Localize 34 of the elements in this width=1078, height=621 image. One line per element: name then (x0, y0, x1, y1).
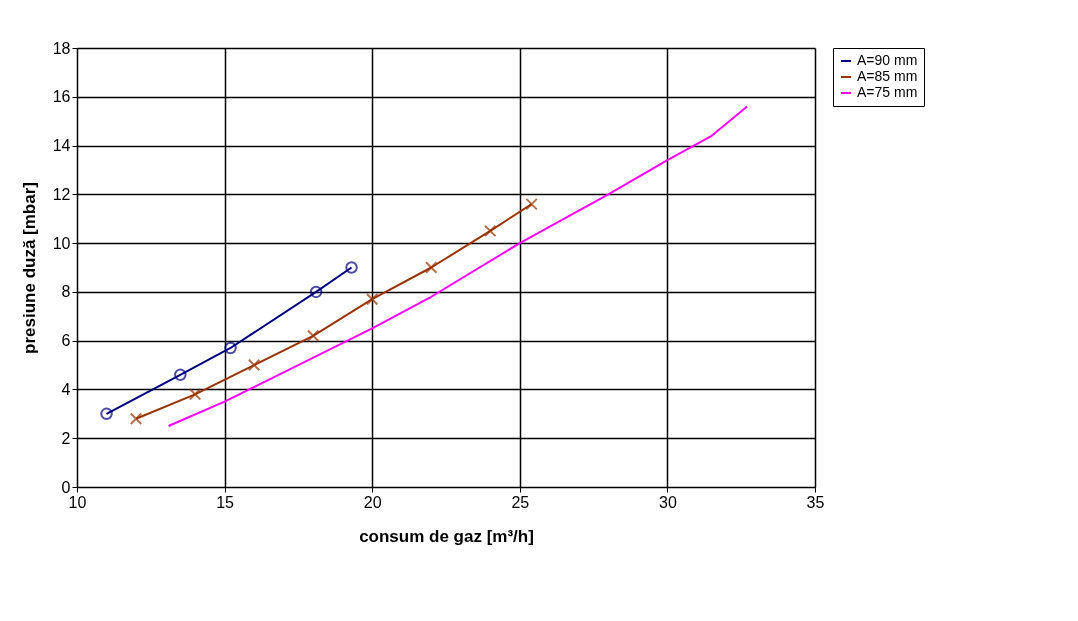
point (484, 224, 497, 238)
x-tick-label: 15 (216, 493, 235, 511)
point (100, 407, 113, 421)
point (188, 388, 202, 401)
x-tick-label: 30 (659, 493, 677, 511)
legend-label: A=90 mm (857, 52, 918, 68)
y-tick-label: 6 (61, 332, 71, 350)
point (345, 261, 358, 274)
y-tick-label: 16 (52, 88, 71, 106)
point (247, 358, 261, 372)
point (425, 261, 438, 274)
y-tick-label: 0 (61, 478, 71, 496)
y-axis-title: presiune duză [mbar] (19, 182, 39, 354)
x-axis-title: consum de gaz [m³/h] (359, 526, 534, 546)
point (174, 368, 187, 382)
point (525, 197, 538, 211)
line-series (167, 105, 749, 428)
x-tick-label: 25 (511, 493, 530, 511)
point (365, 292, 379, 306)
y-tick-label: 8 (61, 283, 71, 301)
point (309, 285, 323, 299)
legend-label: A=85 mm (857, 68, 918, 84)
point (129, 412, 143, 425)
y-tick-label: 2 (61, 429, 71, 447)
point (306, 329, 320, 343)
y-tick-label: 18 (52, 39, 71, 57)
y-tick-label: 10 (52, 234, 71, 252)
point (224, 341, 237, 355)
y-tick-label: 4 (61, 380, 71, 398)
y-tick-label: 14 (52, 137, 71, 155)
x-tick-label: 20 (363, 493, 382, 511)
y-tick-label: 12 (52, 185, 71, 203)
x-tick-label: 35 (806, 493, 825, 511)
legend-label: A=75 mm (857, 84, 918, 100)
